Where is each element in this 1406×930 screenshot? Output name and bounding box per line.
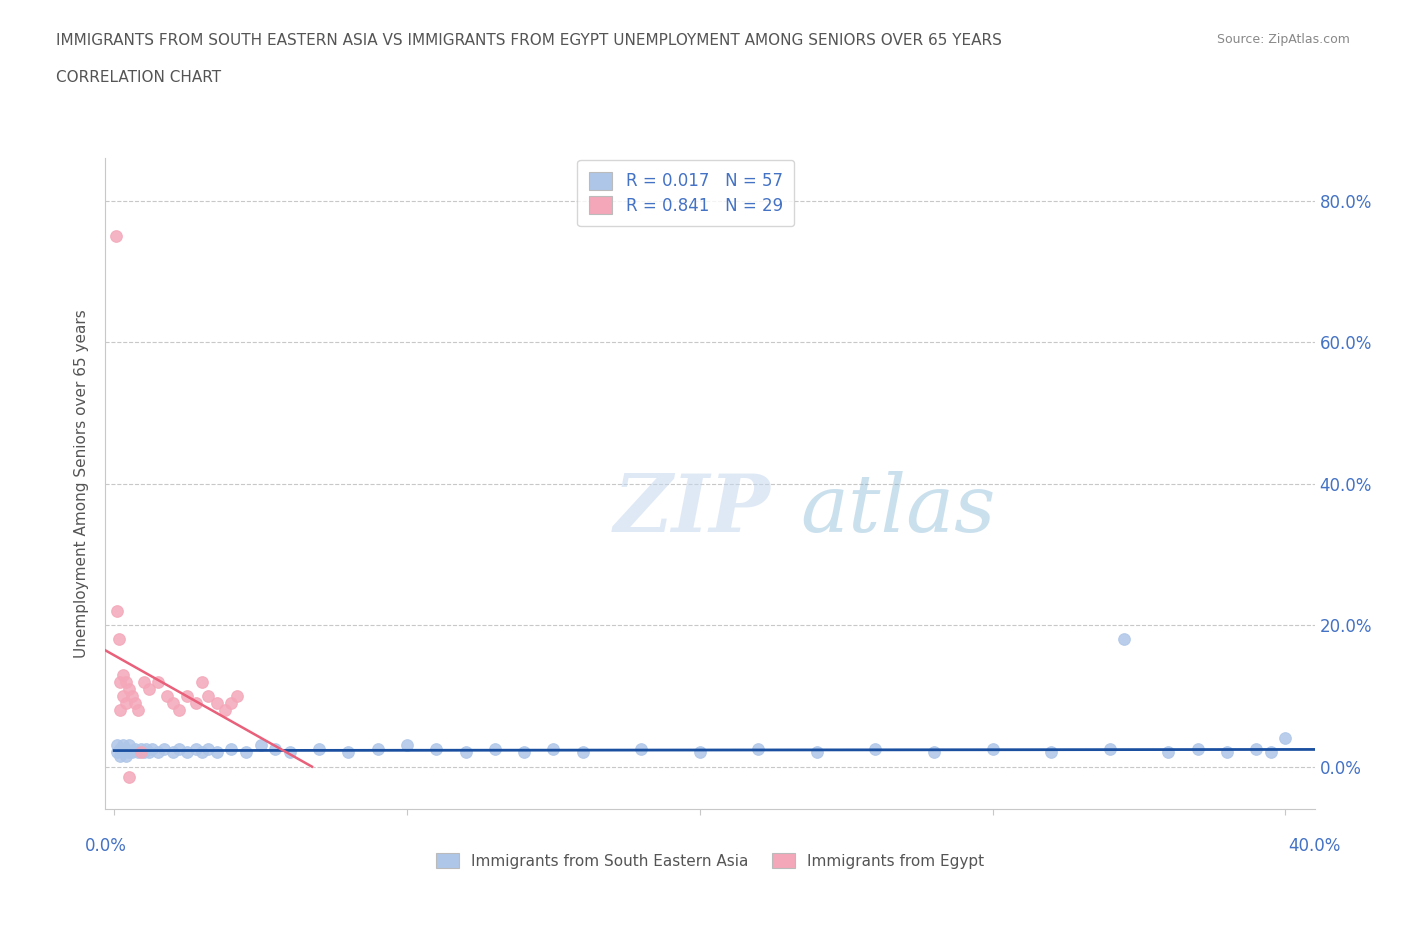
Point — [108, 741, 131, 756]
Point — [191, 745, 214, 760]
Point — [308, 741, 330, 756]
Point — [105, 738, 128, 753]
Point — [865, 741, 887, 756]
Point — [167, 741, 190, 756]
Point — [129, 745, 152, 760]
Point — [115, 741, 138, 756]
Point — [484, 741, 506, 756]
Point — [141, 741, 163, 756]
Point — [197, 741, 219, 756]
Point — [129, 741, 152, 756]
Point — [186, 741, 208, 756]
Point — [124, 741, 146, 756]
Point — [138, 745, 160, 760]
Text: ZIP: ZIP — [613, 471, 770, 549]
Point — [543, 741, 565, 756]
Point — [111, 738, 134, 753]
Point — [689, 745, 711, 760]
Point — [1216, 745, 1239, 760]
Point — [115, 696, 138, 711]
Text: 40.0%: 40.0% — [1288, 837, 1341, 856]
Point — [1098, 741, 1121, 756]
Y-axis label: Unemployment Among Seniors over 65 years: Unemployment Among Seniors over 65 years — [75, 309, 90, 658]
Point — [1274, 731, 1296, 746]
Point — [264, 741, 287, 756]
Point — [121, 688, 143, 703]
Point — [513, 745, 536, 760]
Point — [226, 688, 249, 703]
Point — [118, 745, 141, 760]
Point — [630, 741, 652, 756]
Point — [105, 745, 128, 760]
Point — [425, 741, 447, 756]
Point — [249, 738, 271, 753]
Text: atlas: atlas — [801, 471, 995, 549]
Point — [121, 745, 143, 760]
Point — [132, 674, 155, 689]
Point — [186, 696, 208, 711]
Point — [156, 688, 179, 703]
Point — [367, 741, 389, 756]
Point — [1187, 741, 1209, 756]
Point — [118, 682, 141, 697]
Point — [395, 738, 418, 753]
Point — [1114, 631, 1136, 646]
Point — [214, 702, 236, 717]
Point — [104, 229, 127, 244]
Point — [922, 745, 945, 760]
Point — [162, 696, 184, 711]
Point — [806, 745, 828, 760]
Point — [981, 741, 1004, 756]
Text: Source: ZipAtlas.com: Source: ZipAtlas.com — [1216, 33, 1350, 46]
Text: IMMIGRANTS FROM SOUTH EASTERN ASIA VS IMMIGRANTS FROM EGYPT UNEMPLOYMENT AMONG S: IMMIGRANTS FROM SOUTH EASTERN ASIA VS IM… — [56, 33, 1002, 47]
Point — [127, 745, 149, 760]
Point — [454, 745, 477, 760]
Point — [235, 745, 257, 760]
Point — [146, 674, 169, 689]
Point — [146, 745, 169, 760]
Point — [747, 741, 769, 756]
Point — [167, 702, 190, 717]
Point — [205, 696, 228, 711]
Point — [138, 682, 160, 697]
Point — [205, 745, 228, 760]
Point — [108, 702, 131, 717]
Point — [105, 604, 128, 618]
Point — [111, 667, 134, 682]
Point — [127, 702, 149, 717]
Point — [118, 770, 141, 785]
Point — [153, 741, 176, 756]
Point — [571, 745, 593, 760]
Point — [111, 688, 134, 703]
Point — [111, 745, 134, 760]
Point — [1157, 745, 1180, 760]
Point — [135, 741, 157, 756]
Point — [278, 745, 301, 760]
Point — [108, 674, 131, 689]
Point — [221, 741, 243, 756]
Point — [1244, 741, 1267, 756]
Point — [107, 631, 129, 646]
Text: 0.0%: 0.0% — [84, 837, 127, 856]
Point — [337, 745, 360, 760]
Point — [176, 745, 198, 760]
Point — [1040, 745, 1063, 760]
Point — [176, 688, 198, 703]
Point — [108, 749, 131, 764]
Legend: Immigrants from South Eastern Asia, Immigrants from Egypt: Immigrants from South Eastern Asia, Immi… — [429, 845, 991, 876]
Point — [124, 696, 146, 711]
Point — [115, 674, 138, 689]
Point — [162, 745, 184, 760]
Point — [132, 745, 155, 760]
Point — [197, 688, 219, 703]
Point — [115, 749, 138, 764]
Point — [221, 696, 243, 711]
Point — [191, 674, 214, 689]
Point — [118, 738, 141, 753]
Point — [1260, 745, 1282, 760]
Text: CORRELATION CHART: CORRELATION CHART — [56, 70, 221, 85]
